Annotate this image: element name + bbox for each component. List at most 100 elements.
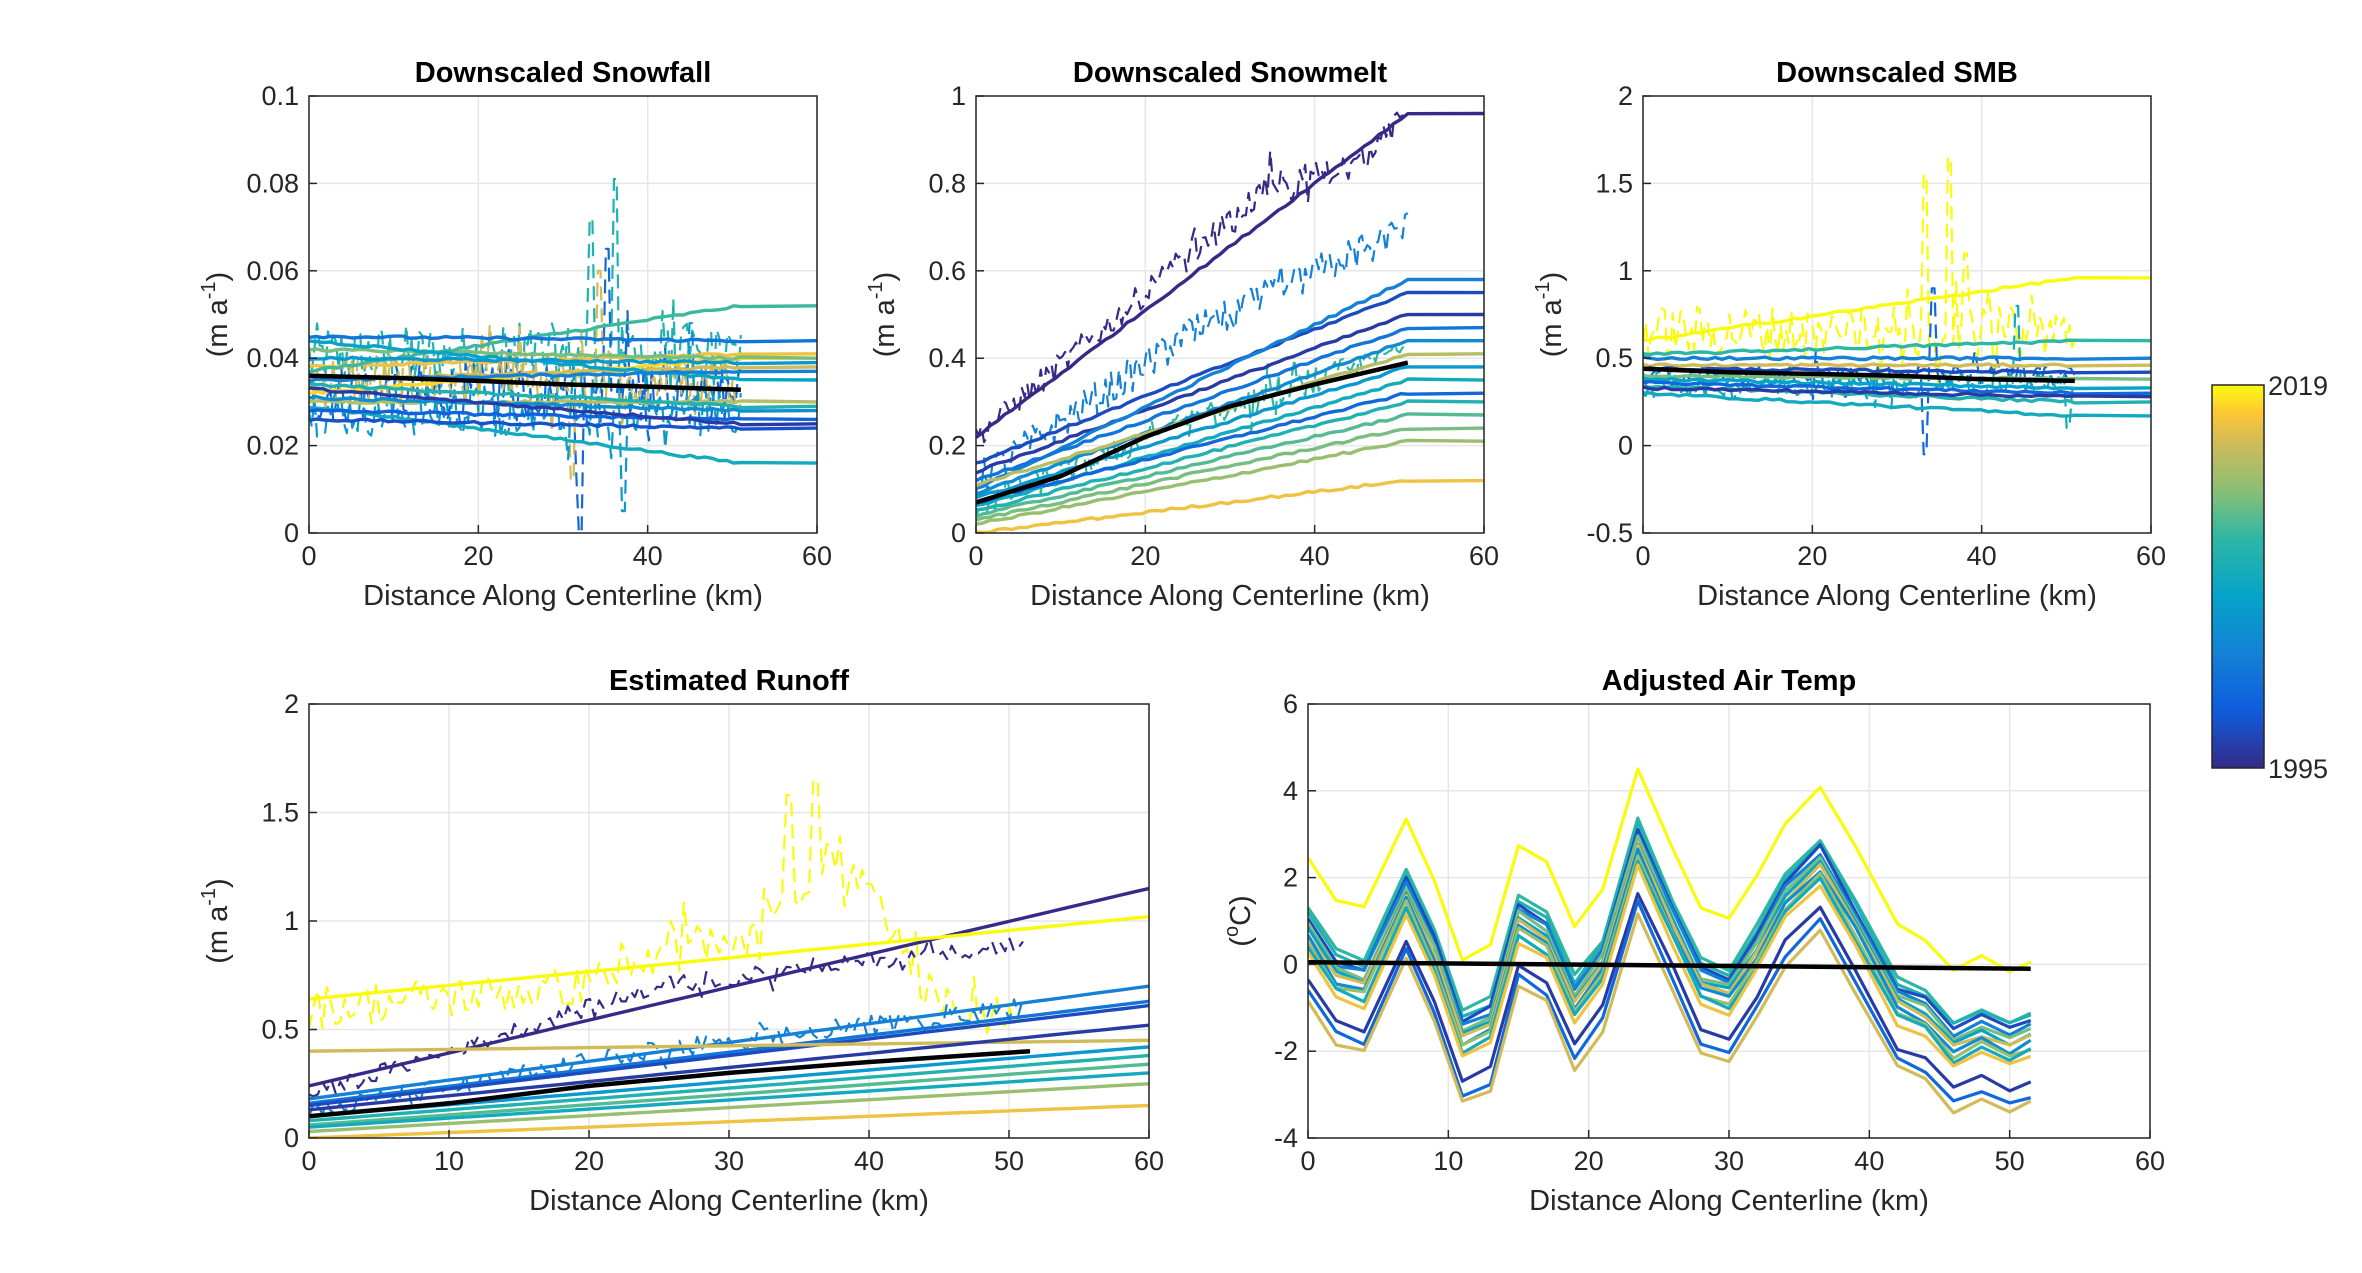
year-series-line — [1643, 379, 2151, 396]
x-axis-label: Distance Along Centerline (km) — [1697, 580, 2097, 612]
year-series-line — [309, 984, 1149, 1101]
year-series-line — [309, 1082, 1149, 1134]
y-axis-label: (m a-1) — [865, 272, 901, 357]
mean-line — [1308, 959, 2031, 971]
axes-frame — [975, 95, 1485, 534]
x-tick-label: 60 — [1134, 1146, 1164, 1176]
panel-title: Downscaled Snowmelt — [1073, 57, 1388, 89]
year-series-line — [309, 334, 817, 344]
x-tick-label: 20 — [574, 1146, 604, 1176]
year-series-line — [309, 1053, 1149, 1123]
y-tick-label: 2 — [1618, 81, 1633, 111]
year-series-line — [1308, 859, 2032, 1065]
y-tick-label: 0.5 — [1595, 343, 1633, 373]
year-series-line — [1643, 276, 2151, 342]
year-series-line — [309, 386, 817, 427]
panel-title: Downscaled Snowfall — [415, 57, 712, 89]
x-tick-label: 20 — [463, 541, 493, 571]
year-series-line — [976, 365, 1484, 500]
panel-title: Downscaled SMB — [1776, 57, 2018, 89]
x-tick-label: 40 — [1300, 541, 1330, 571]
year-series-line — [1643, 362, 2151, 369]
year-series-line — [1308, 912, 2032, 1115]
year-series-line — [1308, 863, 2032, 1068]
year-series-line — [976, 438, 1484, 526]
x-tick-label: 0 — [968, 541, 983, 571]
x-tick-label: 60 — [2136, 541, 2166, 571]
year-series-dashed — [1643, 156, 2076, 388]
y-tick-label: 0 — [284, 518, 299, 548]
y-axis-label: (m a-1) — [1532, 272, 1568, 357]
x-tick-label: 0 — [301, 541, 316, 571]
x-tick-label: 0 — [301, 1146, 316, 1176]
colorbar-gradient — [2211, 384, 2265, 769]
panel-estimated-runoff: 0 10 20 30 40 50 60 0 0.5 1 1.5 2 Estimated Runoff Di… — [198, 665, 1164, 1217]
plot-area — [1643, 156, 2151, 456]
year-series-line — [1308, 899, 2032, 1105]
year-series-line — [309, 1023, 1149, 1112]
panel-title: Adjusted Air Temp — [1602, 665, 1857, 697]
year-series-line — [309, 886, 1149, 1088]
mean-line — [976, 360, 1409, 505]
y-tick-label: 0.8 — [928, 168, 966, 198]
x-tick-label: 0 — [1635, 541, 1650, 571]
year-series-line — [309, 1038, 1149, 1053]
year-series-line — [976, 391, 1484, 506]
year-series-line — [1643, 338, 2151, 357]
year-series-line — [309, 1071, 1149, 1129]
year-series-line — [309, 1003, 1149, 1108]
x-tick-label: 50 — [994, 1146, 1024, 1176]
x-tick-label: 50 — [1995, 1146, 2025, 1176]
year-series-dashed — [976, 212, 1409, 493]
year-series-line — [309, 405, 817, 465]
year-series-line — [1643, 376, 2151, 391]
y-tick-label: 4 — [1283, 776, 1298, 806]
x-tick-label: 60 — [1469, 541, 1499, 571]
y-tick-label: 1 — [1618, 256, 1633, 286]
colorbar-max-label: 2019 — [2268, 371, 2328, 401]
x-tick-label: 40 — [633, 541, 663, 571]
x-tick-label: 60 — [802, 541, 832, 571]
y-tick-label: 0.06 — [246, 256, 299, 286]
y-tick-label: 1.5 — [261, 798, 299, 828]
colorbar: 2019 1995 — [2211, 371, 2328, 784]
year-series-line — [976, 312, 1484, 475]
year-series-dashed — [309, 177, 742, 408]
y-tick-label: 0.5 — [261, 1015, 299, 1045]
year-series-line — [976, 412, 1484, 519]
x-tick-label: 40 — [1967, 541, 1997, 571]
year-series-line — [1643, 365, 2151, 375]
year-series-line — [309, 999, 1149, 1105]
year-series-line — [1643, 355, 2151, 362]
y-tick-label: 1 — [284, 906, 299, 936]
axes-background — [309, 96, 817, 533]
x-tick-label: 20 — [1574, 1146, 1604, 1176]
y-tick-label: 2 — [1283, 863, 1298, 893]
y-tick-label: 0.1 — [261, 81, 299, 111]
x-tick-label: 10 — [434, 1146, 464, 1176]
y-tick-label: 0.04 — [246, 343, 299, 373]
year-series-dashed — [309, 322, 742, 513]
y-tick-label: -4 — [1274, 1123, 1298, 1153]
year-series-line — [1308, 767, 2032, 974]
year-series-line — [309, 394, 817, 413]
y-tick-label: -2 — [1274, 1036, 1298, 1066]
y-axis-label: (m a-1) — [198, 878, 234, 963]
year-series-line — [976, 325, 1484, 483]
mean-line — [1643, 366, 2075, 384]
year-series-line — [309, 355, 817, 366]
y-tick-label: 0.6 — [928, 256, 966, 286]
x-tick-label: 30 — [1714, 1146, 1744, 1176]
plot-area — [309, 778, 1149, 1138]
year-series-line — [309, 1062, 1149, 1127]
x-axis-label: Distance Along Centerline (km) — [1030, 580, 1430, 612]
y-tick-label: 0.02 — [246, 431, 299, 461]
panel-downscaled-snowfall: 0 20 40 60 0 0.02 0.04 0.06 0.08 0.1 Downscaled Sn… — [198, 57, 832, 612]
x-tick-label: 20 — [1797, 541, 1827, 571]
year-series-line — [1643, 385, 2151, 399]
y-tick-label: 0 — [1283, 949, 1298, 979]
y-tick-label: -0.5 — [1586, 518, 1633, 548]
x-tick-label: 0 — [1300, 1146, 1315, 1176]
y-tick-label: 1 — [951, 81, 966, 111]
